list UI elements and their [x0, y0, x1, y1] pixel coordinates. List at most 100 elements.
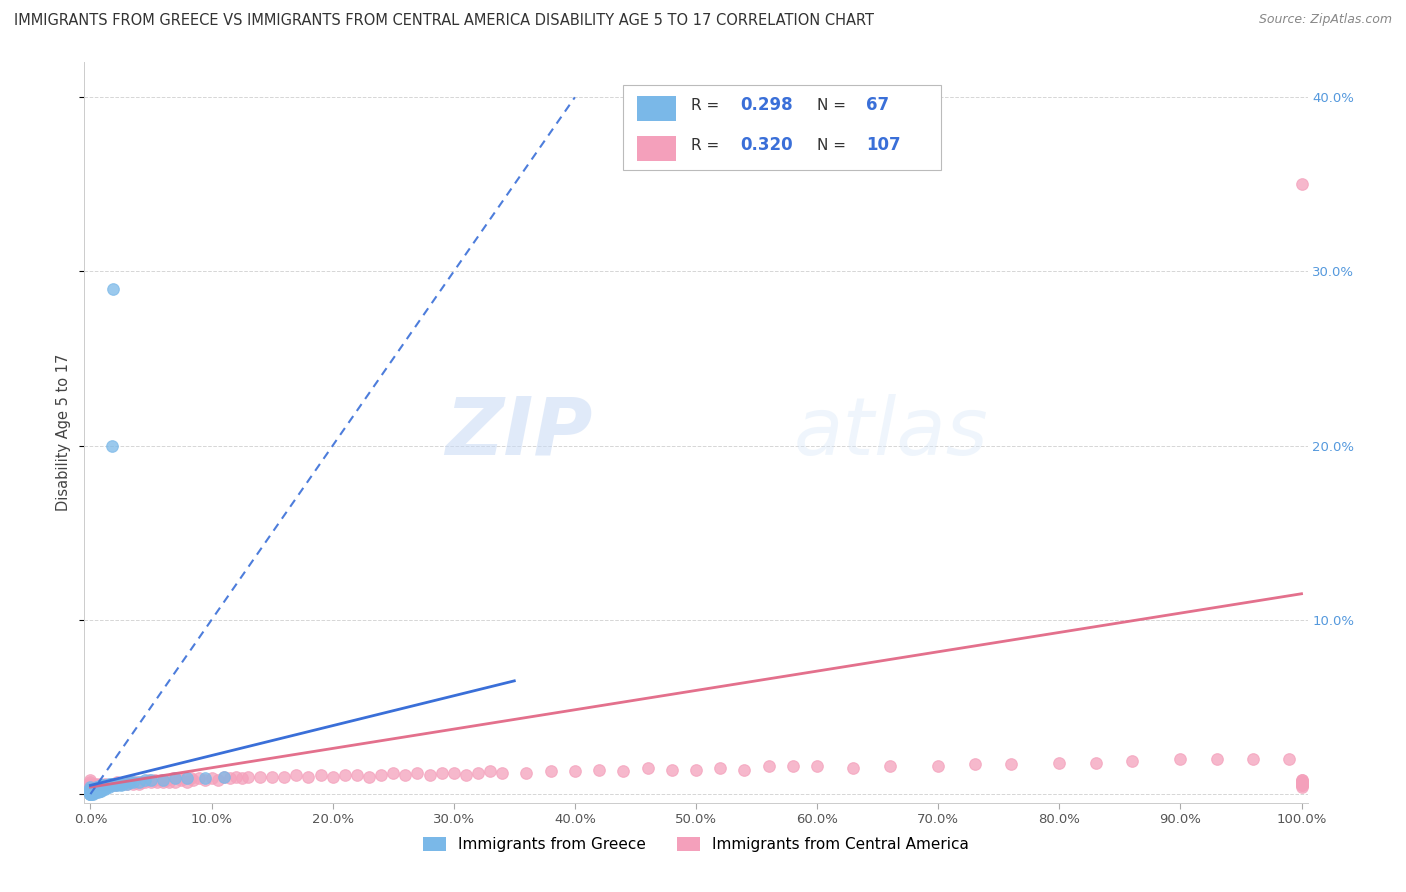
Point: [758, 759, 780, 773]
Point: [139, 775, 162, 789]
Point: [370, 768, 392, 782]
Point: [709, 761, 731, 775]
Point: [1291, 777, 1313, 791]
Point: [83, 783, 105, 797]
Point: [93, 780, 115, 794]
Point: [110, 777, 132, 791]
Point: [89, 783, 111, 797]
Point: [1278, 752, 1301, 766]
Point: [112, 775, 135, 789]
Point: [80, 781, 103, 796]
Point: [236, 770, 259, 784]
Text: N =: N =: [817, 138, 851, 153]
Point: [418, 768, 440, 782]
Point: [143, 773, 166, 788]
Point: [156, 773, 179, 788]
Point: [346, 768, 368, 782]
Point: [104, 778, 127, 792]
Point: [110, 778, 132, 792]
Point: [1121, 754, 1143, 768]
Point: [80, 787, 103, 801]
Point: [165, 775, 187, 789]
Point: [1291, 780, 1313, 794]
Point: [588, 763, 610, 777]
Point: [231, 772, 253, 786]
Point: [1291, 773, 1313, 788]
Text: 0.298: 0.298: [740, 96, 793, 114]
Point: [152, 773, 174, 788]
Y-axis label: Disability Age 5 to 17: Disability Age 5 to 17: [56, 354, 72, 511]
Point: [357, 770, 380, 784]
Point: [80, 783, 103, 797]
Point: [1000, 757, 1022, 772]
Text: 67: 67: [866, 96, 889, 114]
Point: [637, 761, 659, 775]
Text: R =: R =: [692, 138, 724, 153]
Point: [89, 777, 111, 791]
Text: 0.320: 0.320: [740, 136, 793, 154]
Point: [79, 783, 101, 797]
Point: [138, 773, 160, 788]
Point: [94, 777, 117, 791]
Point: [115, 777, 138, 791]
Point: [183, 773, 205, 788]
Point: [564, 764, 586, 779]
Point: [430, 766, 453, 780]
Point: [273, 770, 295, 784]
Point: [322, 770, 344, 784]
Point: [83, 785, 105, 799]
Point: [103, 777, 125, 791]
Point: [128, 775, 150, 789]
FancyBboxPatch shape: [623, 85, 941, 169]
Point: [101, 777, 124, 791]
Point: [82, 785, 104, 799]
Point: [162, 772, 184, 786]
Point: [1291, 777, 1313, 791]
Point: [207, 773, 229, 788]
Point: [108, 777, 131, 791]
Point: [134, 773, 156, 788]
Point: [1291, 178, 1313, 192]
Point: [612, 764, 634, 779]
Point: [97, 778, 120, 792]
Text: Source: ZipAtlas.com: Source: ZipAtlas.com: [1258, 13, 1392, 27]
Point: [105, 775, 128, 789]
Point: [540, 764, 562, 779]
Point: [104, 778, 127, 792]
Point: [100, 777, 122, 791]
Point: [1170, 752, 1192, 766]
Point: [173, 772, 195, 786]
Point: [79, 785, 101, 799]
Point: [406, 766, 429, 780]
Text: 107: 107: [866, 136, 901, 154]
Point: [87, 780, 110, 794]
Point: [79, 778, 101, 792]
Point: [152, 775, 174, 789]
Point: [128, 777, 150, 791]
Point: [297, 770, 319, 784]
Point: [98, 778, 121, 792]
Point: [382, 766, 405, 780]
Point: [1291, 777, 1313, 791]
Point: [86, 780, 108, 794]
Point: [149, 773, 172, 788]
Point: [806, 759, 828, 773]
Point: [84, 783, 107, 797]
Point: [104, 777, 127, 791]
FancyBboxPatch shape: [637, 136, 676, 161]
Point: [661, 763, 683, 777]
Point: [97, 780, 120, 794]
Point: [82, 787, 104, 801]
Point: [176, 775, 198, 789]
FancyBboxPatch shape: [637, 96, 676, 121]
Point: [200, 772, 222, 786]
Point: [91, 778, 114, 792]
Point: [96, 780, 118, 794]
Point: [467, 766, 489, 780]
Point: [131, 775, 153, 789]
Point: [157, 775, 180, 789]
Point: [1291, 778, 1313, 792]
Point: [1047, 756, 1070, 770]
Point: [79, 773, 101, 788]
Point: [212, 770, 235, 784]
